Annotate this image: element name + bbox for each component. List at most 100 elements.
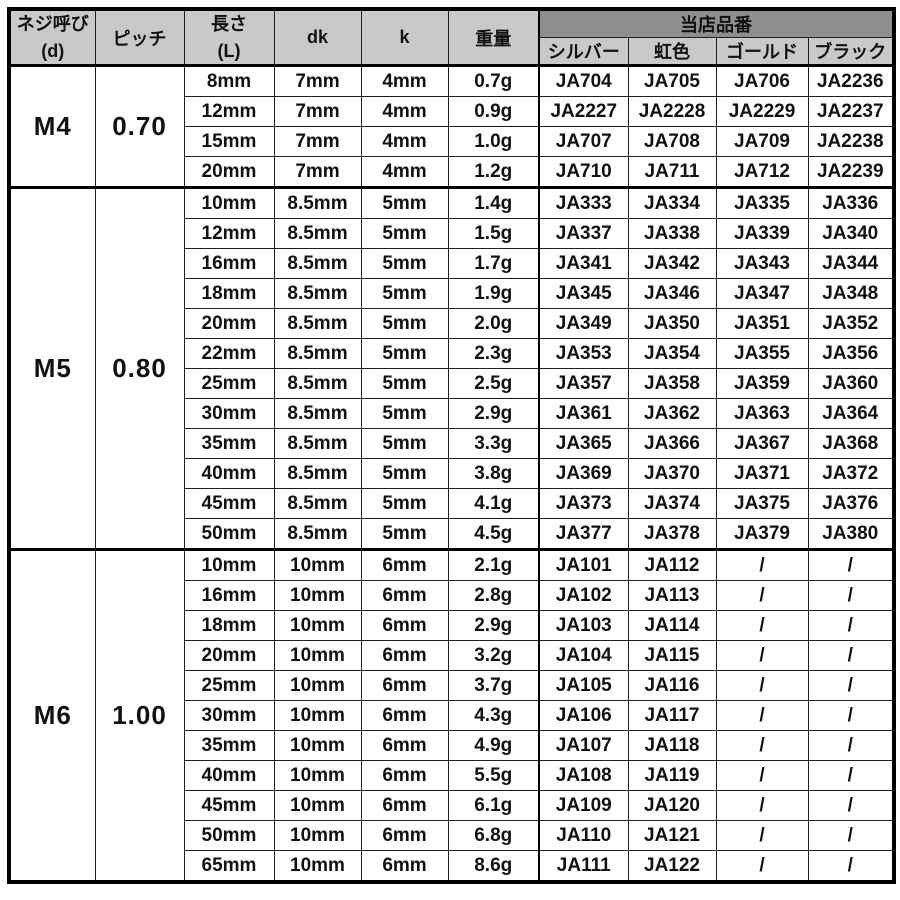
part-silver-cell: JA2227: [538, 96, 629, 127]
dk-cell: 8.5mm: [273, 488, 362, 519]
part-silver-cell: JA109: [538, 790, 629, 821]
dk-cell: 8.5mm: [273, 278, 362, 309]
part-silver-cell: JA353: [538, 338, 629, 369]
part-gold-cell: JA2229: [715, 96, 809, 127]
part-silver-cell: JA106: [538, 700, 629, 731]
table-row: 18mm 10mm 6mm 2.9g JA103 JA114//: [9, 610, 895, 641]
part-gold-cell: JA712: [715, 156, 809, 188]
part-rainbow-cell: JA118: [627, 730, 717, 761]
part-gold-cell: /: [715, 760, 809, 791]
table-row: 50mm 8.5mm 5mm 4.5g JA377 JA378 JA379 JA380: [9, 518, 895, 550]
part-black-cell: JA360: [807, 368, 895, 399]
part-gold-cell: JA355: [715, 338, 809, 369]
k-cell: 5mm: [360, 488, 449, 519]
dk-cell: 8.5mm: [273, 338, 362, 369]
header-dk: dk: [273, 8, 362, 67]
part-black-cell: /: [807, 610, 895, 641]
part-rainbow-cell: JA366: [627, 428, 717, 459]
weight-cell: 4.5g: [447, 518, 540, 550]
length-cell: 12mm: [183, 96, 275, 127]
weight-cell: 6.8g: [447, 820, 540, 851]
length-cell: 65mm: [183, 850, 275, 883]
length-cell: 50mm: [183, 518, 275, 550]
part-rainbow-cell: JA338: [627, 218, 717, 249]
dk-cell: 8.5mm: [273, 368, 362, 399]
header-silver: シルバー: [538, 37, 629, 67]
part-gold-cell: /: [715, 820, 809, 851]
weight-cell: 3.7g: [447, 670, 540, 701]
part-silver-cell: JA333: [538, 186, 629, 219]
length-cell: 22mm: [183, 338, 275, 369]
k-cell: 5mm: [360, 428, 449, 459]
dk-cell: 8.5mm: [273, 518, 362, 550]
weight-cell: 8.6g: [447, 850, 540, 883]
part-silver-cell: JA110: [538, 820, 629, 851]
part-black-cell: JA2238: [807, 126, 895, 157]
part-black-cell: JA380: [807, 518, 895, 550]
dk-cell: 7mm: [273, 96, 362, 127]
table-row: 16mm 8.5mm 5mm 1.7g JA341 JA342 JA343 JA344: [9, 248, 895, 279]
k-cell: 6mm: [360, 790, 449, 821]
weight-cell: 6.1g: [447, 790, 540, 821]
part-black-cell: JA348: [807, 278, 895, 309]
length-cell: 25mm: [183, 368, 275, 399]
weight-cell: 4.9g: [447, 730, 540, 761]
part-black-cell: /: [807, 640, 895, 671]
dk-cell: 10mm: [273, 760, 362, 791]
header-black: ブラック: [807, 37, 895, 67]
k-cell: 4mm: [360, 126, 449, 157]
length-cell: 50mm: [183, 820, 275, 851]
k-cell: 6mm: [360, 700, 449, 731]
part-rainbow-cell: JA117: [627, 700, 717, 731]
part-silver-cell: JA349: [538, 308, 629, 339]
part-gold-cell: /: [715, 730, 809, 761]
part-gold-cell: JA379: [715, 518, 809, 550]
part-gold-cell: JA363: [715, 398, 809, 429]
part-black-cell: /: [807, 730, 895, 761]
length-cell: 40mm: [183, 458, 275, 489]
part-silver-cell: JA373: [538, 488, 629, 519]
part-black-cell: /: [807, 850, 895, 883]
k-cell: 5mm: [360, 398, 449, 429]
length-cell: 10mm: [183, 548, 275, 581]
length-cell: 30mm: [183, 700, 275, 731]
header-pitch: ピッチ: [94, 8, 185, 67]
weight-cell: 2.1g: [447, 548, 540, 581]
part-black-cell: JA2239: [807, 156, 895, 188]
table-row: M4 0.70 8mm 7mm 4mm 0.7g JA704 JA705 JA706 JA2236: [8, 64, 895, 188]
part-rainbow-cell: JA342: [627, 248, 717, 279]
length-cell: 18mm: [183, 610, 275, 641]
part-rainbow-cell: JA705: [627, 64, 717, 97]
k-cell: 5mm: [360, 308, 449, 339]
header-screw-size-label: ネジ呼び: [16, 14, 89, 35]
header-length-label: 長さ: [211, 14, 247, 35]
weight-cell: 2.9g: [447, 398, 540, 429]
part-silver-cell: JA357: [538, 368, 629, 399]
header-length: 長さ (L): [183, 8, 275, 67]
part-rainbow-cell: JA121: [627, 820, 717, 851]
part-silver-cell: JA707: [538, 126, 629, 157]
dk-cell: 8.5mm: [273, 218, 362, 249]
table-row: 22mm 8.5mm 5mm 2.3g JA353 JA354 JA355 JA356: [9, 338, 895, 369]
table-row: 16mm 10mm 6mm 2.8g JA102 JA113//: [9, 580, 895, 611]
weight-cell: 1.4g: [447, 186, 540, 219]
k-cell: 6mm: [360, 640, 449, 671]
table-row: 30mm 10mm 6mm 4.3g JA106 JA117//: [9, 700, 895, 731]
part-gold-cell: /: [715, 640, 809, 671]
k-cell: 5mm: [360, 218, 449, 249]
part-silver-cell: JA361: [538, 398, 629, 429]
length-cell: 35mm: [183, 428, 275, 459]
part-gold-cell: /: [715, 548, 809, 581]
table-body: M4 0.70 8mm 7mm 4mm 0.7g JA704 JA705 JA706 JA2236…: [8, 64, 895, 883]
length-cell: 16mm: [183, 580, 275, 611]
k-cell: 6mm: [360, 548, 449, 581]
dk-cell: 8.5mm: [273, 458, 362, 489]
k-cell: 6mm: [360, 670, 449, 701]
part-gold-cell: /: [715, 580, 809, 611]
header-rainbow: 虹色: [627, 37, 717, 67]
length-cell: 25mm: [183, 670, 275, 701]
part-gold-cell: JA339: [715, 218, 809, 249]
dk-cell: 7mm: [273, 64, 362, 97]
table-row: M6 1.00 10mm 10mm 6mm 2.1g JA101 JA112//: [8, 548, 895, 883]
part-silver-cell: JA107: [538, 730, 629, 761]
